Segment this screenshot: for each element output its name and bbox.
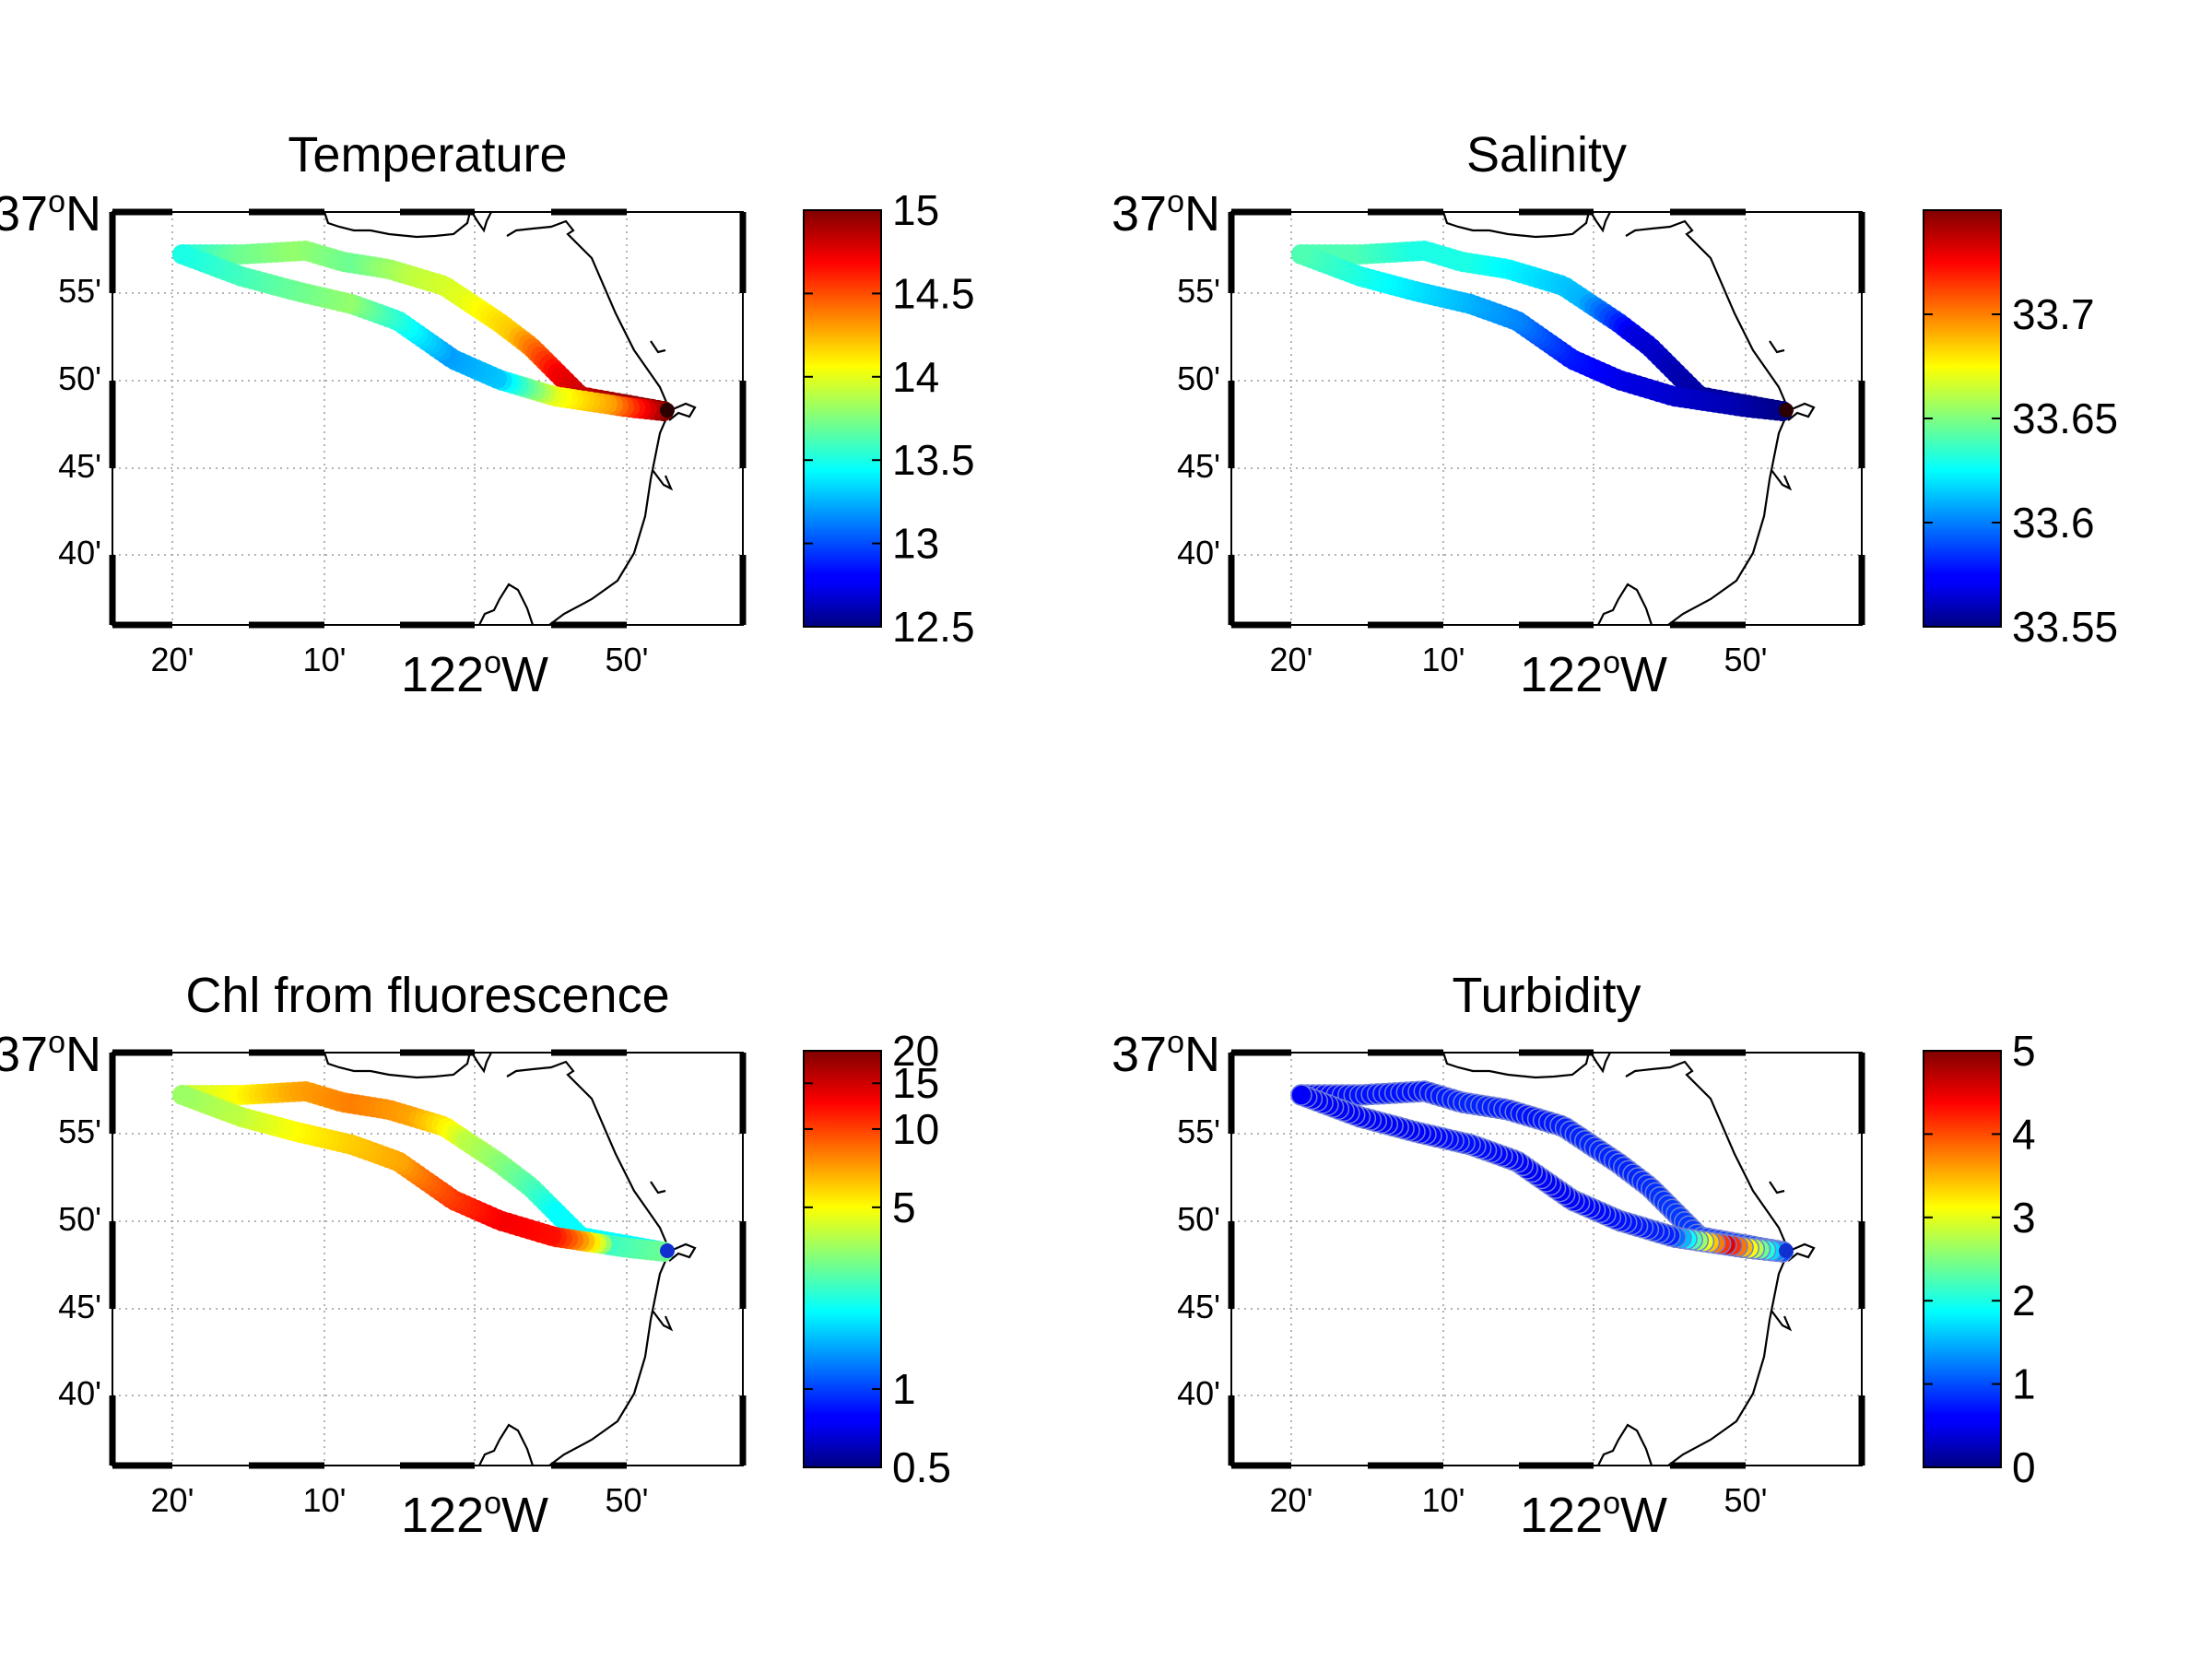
y-tick-label: 45' — [1177, 1288, 1220, 1325]
colorbar-tick-label: 33.55 — [2012, 603, 2118, 651]
y-tick-label: 40' — [1177, 1374, 1220, 1412]
colorbar-tick-label: 15 — [892, 186, 939, 234]
colorbar-tick-label: 3 — [2012, 1194, 2036, 1242]
x-tick-label: 50' — [606, 1481, 649, 1519]
x-tick-label: 50' — [1724, 641, 1768, 678]
x-tick-label: 50' — [1724, 1481, 1768, 1519]
colorbar-tick-label: 4 — [2012, 1110, 2036, 1158]
colorbar-tick-label: 20 — [892, 1027, 939, 1075]
y-tick-label: 45' — [1177, 447, 1220, 485]
track-point — [1291, 244, 1312, 265]
y-tick-label: 37oN — [0, 184, 101, 241]
track-endpoint — [660, 403, 675, 418]
panel-temperature: Temperature 37oN 55' 50' 45' 40' 20' 10' 50' 122o… — [0, 127, 975, 702]
panel-title: Salinity — [1466, 127, 1627, 182]
x-axis-label: 122oW — [1520, 645, 1667, 702]
map-plot-area — [109, 1049, 747, 1469]
map-border-ticks — [109, 1049, 747, 1469]
y-tick-label: 55' — [1177, 272, 1220, 310]
x-tick-label: 20' — [1270, 1481, 1313, 1519]
track-point — [172, 244, 193, 265]
colorbar-tick-label: 5 — [2012, 1027, 2036, 1075]
coastline — [323, 1053, 697, 1466]
x-axis-label: 122oW — [401, 1486, 548, 1543]
ship-track — [172, 241, 675, 421]
map-border-ticks — [1228, 1049, 1865, 1469]
x-tick-label: 10' — [1422, 641, 1465, 678]
colorbar-gradient — [1923, 209, 2002, 628]
map-plot-area — [1228, 1049, 1865, 1469]
y-tick-label: 55' — [1177, 1113, 1220, 1150]
coastline — [1441, 212, 1816, 625]
map-plot-area — [1228, 208, 1865, 629]
colorbar-tick-label: 1 — [2012, 1360, 2036, 1408]
coastline — [323, 212, 697, 625]
y-tick-label: 55' — [58, 1113, 101, 1150]
track-endpoint — [1779, 403, 1794, 418]
x-tick-label: 20' — [151, 1481, 194, 1519]
x-axis-label: 122oW — [401, 645, 548, 702]
colorbar-gradient — [1923, 1050, 2002, 1468]
colorbar-tick-label: 5 — [892, 1183, 916, 1231]
y-tick-label: 37oN — [1112, 1025, 1220, 1082]
colorbar: 0 1 2 3 4 5 — [1923, 1027, 2036, 1491]
colorbar-tick-label: 33.65 — [2012, 394, 2118, 442]
panel-chl-from-fluorescence: Chl from fluorescence 37oN 55' 50' 45' 40' 20'… — [0, 968, 951, 1543]
track-point — [1290, 1084, 1312, 1106]
colorbar-gradient — [803, 209, 882, 628]
ship-track — [1291, 241, 1794, 421]
colorbar: 33.55 33.6 33.65 33.7 — [1923, 209, 2118, 651]
y-tick-label: 45' — [58, 447, 101, 485]
panel-title: Turbidity — [1452, 968, 1641, 1023]
panel-title: Chl from fluorescence — [185, 968, 669, 1023]
colorbar-tick-label: 33.6 — [2012, 499, 2095, 547]
colorbar-gradient — [803, 1050, 882, 1468]
colorbar-tick-label: 14.5 — [892, 269, 975, 317]
panel-turbidity: Turbidity 37oN 55' 50' 45' 40' 20' 10' 50' 122oW 0… — [1112, 968, 2036, 1543]
colorbar-tick-label: 1 — [892, 1365, 916, 1413]
colorbar-tick-label: 15 — [892, 1059, 939, 1107]
colorbar-tick-label: 0.5 — [892, 1443, 951, 1491]
y-tick-label: 55' — [58, 272, 101, 310]
y-tick-label: 37oN — [1112, 184, 1220, 241]
y-tick-label: 40' — [58, 1374, 101, 1412]
map-border-ticks — [109, 208, 747, 629]
colorbar-tick-label: 13 — [892, 520, 939, 568]
ship-track — [1290, 1080, 1794, 1263]
x-tick-label: 20' — [1270, 641, 1313, 678]
track-endpoint — [1779, 1243, 1794, 1258]
coastline — [1441, 1053, 1816, 1466]
colorbar-tick-label: 33.7 — [2012, 290, 2095, 338]
y-tick-label: 40' — [58, 534, 101, 571]
colorbar-tick-label: 10 — [892, 1105, 939, 1153]
y-tick-label: 50' — [58, 359, 101, 397]
colorbar-tick-label: 12.5 — [892, 603, 975, 651]
track-endpoint — [660, 1243, 675, 1258]
x-tick-label: 20' — [151, 641, 194, 678]
y-tick-label: 50' — [58, 1200, 101, 1238]
x-tick-label: 10' — [1422, 1481, 1465, 1519]
y-tick-label: 40' — [1177, 534, 1220, 571]
track-point — [172, 1085, 193, 1105]
colorbar-tick-label: 13.5 — [892, 436, 975, 484]
colorbar: 12.5 13 13.5 14 14.5 15 — [803, 186, 975, 651]
panel-title: Temperature — [288, 127, 567, 182]
x-tick-label: 50' — [606, 641, 649, 678]
panel-salinity: Salinity 37oN 55' 50' 45' 40' 20' 10' 50' 122oW 33… — [1112, 127, 2118, 702]
y-tick-label: 50' — [1177, 359, 1220, 397]
y-tick-label: 45' — [58, 1288, 101, 1325]
x-axis-label: 122oW — [1520, 1486, 1667, 1543]
y-tick-label: 37oN — [0, 1025, 101, 1082]
colorbar-tick-label: 2 — [2012, 1277, 2036, 1324]
colorbar-tick-label: 14 — [892, 353, 939, 401]
x-tick-label: 10' — [303, 1481, 347, 1519]
y-tick-label: 50' — [1177, 1200, 1220, 1238]
map-border-ticks — [1228, 208, 1865, 629]
colorbar-tick-label: 0 — [2012, 1443, 2036, 1491]
x-tick-label: 10' — [303, 641, 347, 678]
ship-track — [172, 1081, 675, 1262]
map-plot-area — [109, 208, 747, 629]
